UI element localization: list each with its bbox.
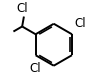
Text: Cl: Cl	[74, 17, 86, 30]
Text: Cl: Cl	[29, 62, 41, 75]
Text: Cl: Cl	[17, 2, 28, 15]
